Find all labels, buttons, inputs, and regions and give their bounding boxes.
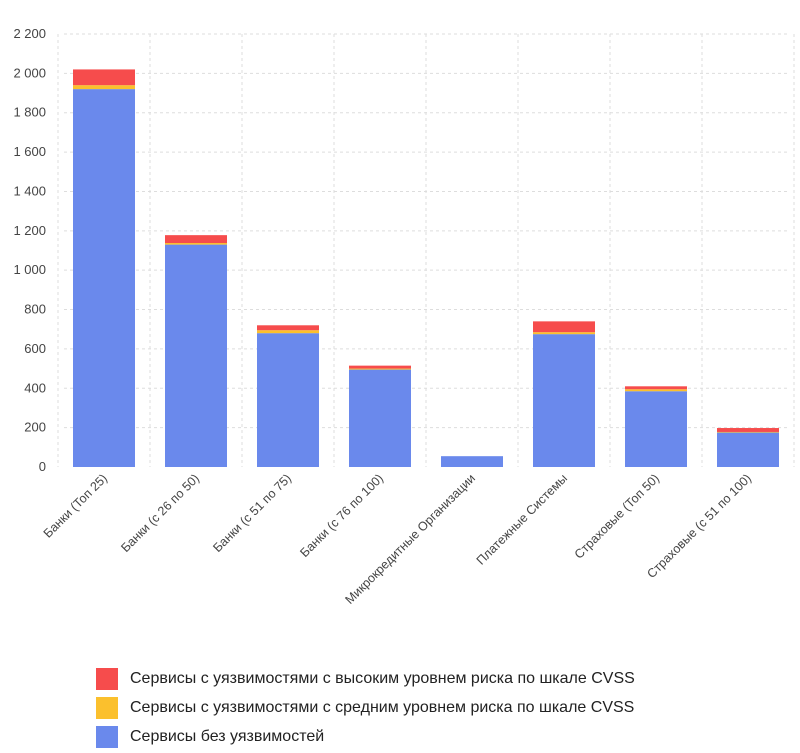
y-tick-label: 400: [24, 380, 46, 395]
y-tick-label: 1 200: [13, 223, 46, 238]
x-tick-label: Банки (Топ 25): [41, 471, 110, 540]
legend-swatch-medium-risk: [96, 697, 118, 719]
x-tick-label: Банки (с 26 по 50): [118, 471, 202, 555]
legend-label-medium-risk: Сервисы с уязвимостями с средним уровнем…: [130, 699, 634, 717]
y-tick-label: 2 000: [13, 65, 46, 80]
bar-segment-medium-risk: [349, 369, 411, 370]
x-tick-label: Страховые (с 51 по 100): [644, 471, 754, 581]
bar-segment-no-vulnerabilities: [533, 334, 595, 467]
y-tick-label: 600: [24, 341, 46, 356]
legend-item-high-risk: Сервисы с уязвимостями с высоким уровнем…: [96, 664, 635, 693]
y-tick-label: 1 800: [13, 105, 46, 120]
bar-segment-no-vulnerabilities: [717, 433, 779, 467]
x-tick-label: Страховые (Топ 50): [572, 471, 662, 561]
bar-segment-no-vulnerabilities: [257, 333, 319, 467]
legend-item-medium-risk: Сервисы с уязвимостями с средним уровнем…: [96, 693, 635, 722]
bar-segment-high-risk: [349, 366, 411, 369]
bar-segment-high-risk: [625, 386, 687, 389]
bar-segment-no-vulnerabilities: [625, 391, 687, 467]
bar-segment-medium-risk: [257, 330, 319, 333]
bar-segment-high-risk: [717, 428, 779, 432]
bar-segment-high-risk: [165, 235, 227, 243]
bar-segment-medium-risk: [625, 389, 687, 391]
y-tick-label: 1 000: [13, 262, 46, 277]
x-tick-label: Банки (с 51 по 75): [210, 471, 294, 555]
bar-segment-medium-risk: [73, 85, 135, 89]
bar-segment-no-vulnerabilities: [73, 89, 135, 467]
legend-label-high-risk: Сервисы с уязвимостями с высоким уровнем…: [130, 670, 635, 688]
legend-label-no-vulnerabilities: Сервисы без уязвимостей: [130, 728, 324, 746]
bar-segment-medium-risk: [717, 432, 779, 433]
x-tick-label: Платежные Системы: [474, 471, 570, 567]
bar-segment-medium-risk: [165, 243, 227, 245]
bar-segment-no-vulnerabilities: [441, 456, 503, 467]
y-tick-label: 1 600: [13, 144, 46, 159]
bar-segment-high-risk: [257, 325, 319, 330]
y-tick-label: 1 400: [13, 183, 46, 198]
stacked-bar-chart: 0 200 400 600 800 1 000 1 200 1 400 1 600 1 800 2 …: [0, 0, 800, 650]
chart-legend: Сервисы с уязвимостями с высоким уровнем…: [96, 664, 635, 751]
legend-swatch-high-risk: [96, 668, 118, 690]
bar-segment-medium-risk: [533, 332, 595, 334]
bar-segment-no-vulnerabilities: [349, 370, 411, 467]
bar-segment-high-risk: [533, 321, 595, 332]
y-tick-label: 200: [24, 420, 46, 435]
x-tick-label: Банки (с 76 по 100): [297, 471, 386, 560]
legend-item-no-vulnerabilities: Сервисы без уязвимостей: [96, 722, 635, 751]
legend-swatch-no-vulnerabilities: [96, 726, 118, 748]
y-tick-label: 2 200: [13, 26, 46, 41]
y-tick-label: 0: [39, 459, 46, 474]
y-tick-label: 800: [24, 302, 46, 317]
bar-segment-high-risk: [73, 69, 135, 85]
bar-segment-no-vulnerabilities: [165, 245, 227, 467]
